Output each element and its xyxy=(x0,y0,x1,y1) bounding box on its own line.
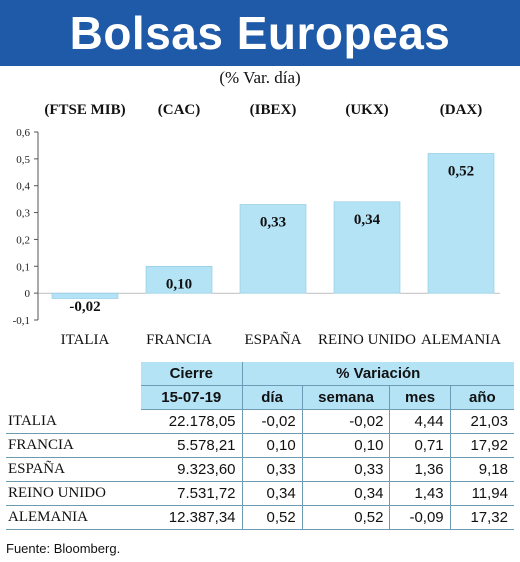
table-row: REINO UNIDO 7.531,72 0,34 0,34 1,43 11,9… xyxy=(6,481,514,506)
variacion-header: % Variación xyxy=(241,362,514,386)
data-label: 0,52 xyxy=(448,163,474,179)
row-semana: 0,33 xyxy=(301,457,390,482)
y-tick-label: 0 xyxy=(25,288,31,300)
x-tick-label: ALEMANIA xyxy=(421,332,501,348)
bar xyxy=(145,265,213,294)
row-mes: 0,71 xyxy=(389,433,451,458)
x-tick-label: FRANCIA xyxy=(146,332,212,348)
row-semana: 0,10 xyxy=(301,433,390,458)
x-tick-label: ESPAÑA xyxy=(245,332,302,348)
row-dia: 0,52 xyxy=(241,505,303,530)
bar-chart: (FTSE MIB) (CAC) (IBEX) (UKX) (DAX) 0,6 0,5 0,… xyxy=(13,102,502,348)
row-mes: 4,44 xyxy=(389,409,451,434)
data-label: -0,02 xyxy=(69,299,100,315)
table-row: ESPAÑA 9.323,60 0,33 0,33 1,36 9,18 xyxy=(6,457,514,482)
row-cierre: 7.531,72 xyxy=(141,481,243,506)
row-mes: 1,43 xyxy=(389,481,451,506)
source-note: Fuente: Bloomberg. xyxy=(6,541,121,556)
data-label: 0,10 xyxy=(166,276,192,292)
row-name: ESPAÑA xyxy=(6,457,142,482)
corner-cell-2 xyxy=(6,385,142,410)
dia-header: día xyxy=(241,385,303,410)
mes-header: mes xyxy=(389,385,451,410)
y-tick-label: 0,6 xyxy=(16,127,30,139)
row-name: REINO UNIDO xyxy=(6,481,142,506)
row-name: ALEMANIA xyxy=(6,505,142,530)
row-anio: 17,92 xyxy=(449,433,514,458)
table-row: ITALIA 22.178,05 -0,02 -0,02 4,44 21,03 xyxy=(6,409,514,434)
bar xyxy=(427,153,495,294)
bar xyxy=(239,204,307,294)
row-semana: -0,02 xyxy=(301,409,390,434)
bar xyxy=(51,292,119,299)
row-dia: 0,33 xyxy=(241,457,303,482)
x-tick-label: ITALIA xyxy=(61,332,110,348)
row-anio: 9,18 xyxy=(449,457,514,482)
y-tick-label: 0,1 xyxy=(16,261,30,273)
anio-header: año xyxy=(449,385,514,410)
table-row: ALEMANIA 12.387,34 0,52 0,52 -0,09 17,32 xyxy=(6,505,514,530)
row-semana: 0,34 xyxy=(301,481,390,506)
row-cierre: 5.578,21 xyxy=(141,433,243,458)
date-header: 15-07-19 xyxy=(141,385,243,410)
semana-header: semana xyxy=(301,385,390,410)
data-label: 0,34 xyxy=(354,212,381,228)
stock-table: Cierre % Variación 15-07-19 día semana m… xyxy=(6,362,514,530)
bars: -0,02 0,10 0,33 0,34 0,52 xyxy=(51,153,495,315)
row-mes: 1,36 xyxy=(389,457,451,482)
row-name: FRANCIA xyxy=(6,433,142,458)
row-semana: 0,52 xyxy=(301,505,390,530)
cierre-header: Cierre xyxy=(141,362,243,386)
row-cierre: 9.323,60 xyxy=(141,457,243,482)
y-tick-label: 0,5 xyxy=(16,154,30,166)
row-cierre: 22.178,05 xyxy=(141,409,243,434)
x-axis-labels: ITALIA FRANCIA ESPAÑA REINO UNIDO ALEMANIA xyxy=(61,332,502,348)
data-label: 0,33 xyxy=(260,215,286,231)
bar xyxy=(333,201,401,294)
y-tick-label: 0,4 xyxy=(16,181,30,193)
y-tick-label: 0,2 xyxy=(16,234,30,246)
row-anio: 17,32 xyxy=(449,505,514,530)
y-tick-label: -0,1 xyxy=(13,315,30,327)
y-tick-label: 0,3 xyxy=(16,208,30,220)
x-tick-label: REINO UNIDO xyxy=(318,332,416,348)
corner-cell xyxy=(6,362,142,386)
row-dia: 0,34 xyxy=(241,481,303,506)
row-mes: -0,09 xyxy=(389,505,451,530)
index-label: (IBEX) xyxy=(250,102,297,118)
title-banner: Bolsas Europeas xyxy=(0,0,520,66)
row-anio: 11,94 xyxy=(449,481,514,506)
index-label: (FTSE MIB) xyxy=(44,102,125,118)
index-labels: (FTSE MIB) (CAC) (IBEX) (UKX) (DAX) xyxy=(44,102,482,118)
row-dia: 0,10 xyxy=(241,433,303,458)
row-name: ITALIA xyxy=(6,409,142,434)
index-label: (DAX) xyxy=(440,102,483,118)
table-row: FRANCIA 5.578,21 0,10 0,10 0,71 17,92 xyxy=(6,433,514,458)
index-label: (UKX) xyxy=(345,102,388,118)
row-dia: -0,02 xyxy=(241,409,303,434)
index-label: (CAC) xyxy=(158,102,201,118)
chart-subtitle: (% Var. día) xyxy=(219,68,301,87)
row-anio: 21,03 xyxy=(449,409,514,434)
row-cierre: 12.387,34 xyxy=(141,505,243,530)
